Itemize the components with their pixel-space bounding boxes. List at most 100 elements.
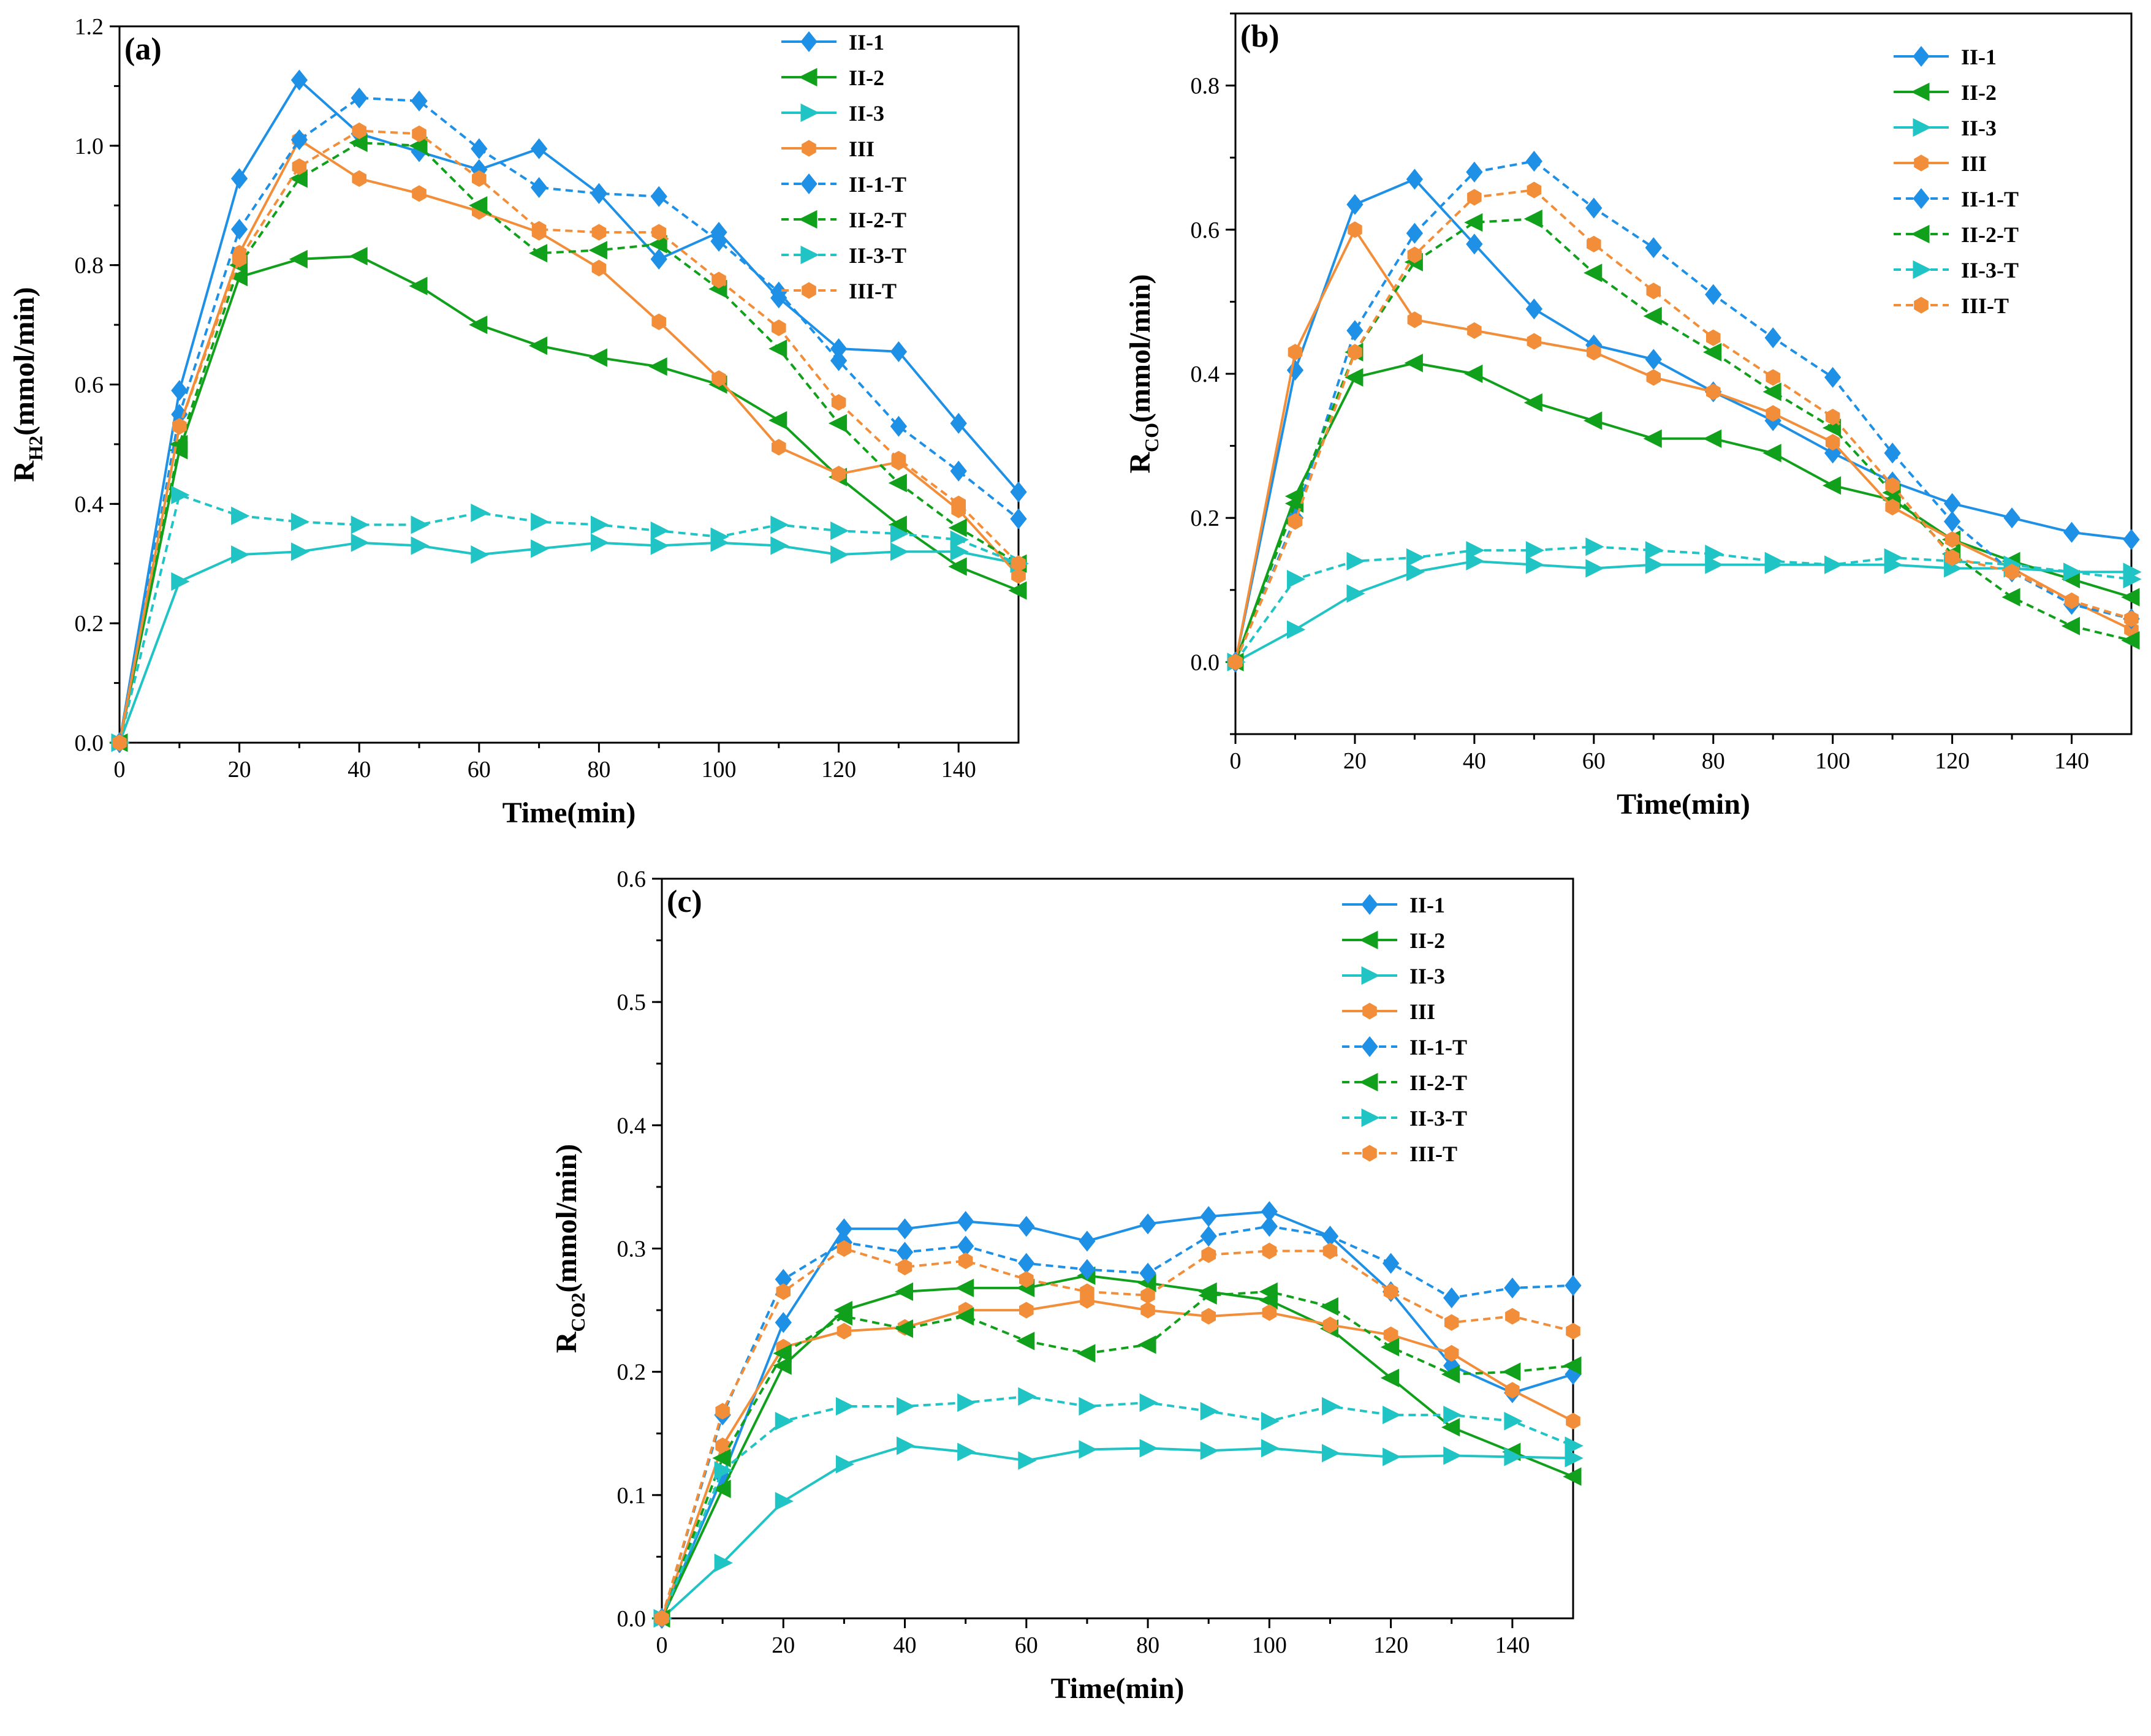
- data-point: [1466, 233, 1483, 255]
- series-line: [118, 96, 1020, 743]
- data-point: [948, 557, 967, 576]
- data-point: [2123, 570, 2142, 589]
- legend-label: II-2: [1961, 80, 1997, 105]
- data-point: [1348, 344, 1362, 361]
- y-tick-label: 0.4: [75, 491, 104, 517]
- data-point: [1262, 1242, 1277, 1260]
- data-point: [1585, 197, 1603, 219]
- x-tick-label: 60: [468, 757, 491, 783]
- data-point: [1523, 210, 1542, 229]
- legend-item-ii-1-t: II-1-T: [1894, 187, 2019, 211]
- data-point: [412, 125, 427, 142]
- series-line: [1234, 218, 2132, 663]
- data-point: [1703, 343, 1722, 362]
- data-point: [171, 380, 188, 401]
- legend: II-1 II-2 II-3 III II-1-T II-2-T II-3-T III-T: [781, 30, 906, 303]
- data-point: [1406, 169, 1424, 190]
- x-tick-label: 80: [1136, 1632, 1159, 1658]
- y-tick-label: 0.2: [617, 1360, 647, 1385]
- data-point: [1404, 354, 1423, 373]
- data-point: [2121, 588, 2140, 607]
- data-point: [890, 542, 909, 561]
- data-point: [1079, 1230, 1096, 1252]
- data-point: [775, 1412, 794, 1431]
- legend-item-ii-2: II-2: [781, 66, 884, 90]
- panels: 0 20 40 60 80 100 120 140 0.0 0.2 0.4 0.6 0.8 1.0 1.2 T…: [8, 12, 2142, 1705]
- data-point: [292, 158, 307, 175]
- y-tick-label: 0.2: [1191, 506, 1220, 531]
- data-point: [1885, 499, 1900, 516]
- data-point: [1504, 1447, 1523, 1466]
- data-point: [2005, 563, 2019, 580]
- y-tick-label: 0.6: [617, 866, 647, 892]
- data-point: [958, 1253, 973, 1270]
- data-point: [169, 434, 188, 454]
- data-point: [831, 394, 846, 411]
- legend-label: II-3-T: [1409, 1106, 1467, 1131]
- data-point: [411, 90, 428, 112]
- legend-marker: [802, 140, 816, 157]
- legend-label: II-3: [1961, 116, 1997, 140]
- data-point: [1286, 620, 1306, 639]
- data-point: [1703, 429, 1722, 448]
- data-point: [770, 536, 789, 555]
- legend-item-ii-2-t: II-2-T: [1894, 222, 2019, 247]
- data-point: [232, 251, 247, 268]
- legend-label: III-T: [849, 279, 897, 303]
- data-point: [1383, 1283, 1398, 1300]
- data-point: [2003, 507, 2020, 529]
- data-point: [1443, 1405, 1462, 1425]
- data-point: [654, 1610, 669, 1627]
- data-point: [1380, 1368, 1400, 1387]
- data-point: [1319, 1297, 1338, 1316]
- data-point: [411, 536, 430, 555]
- data-point: [775, 1312, 792, 1333]
- data-point: [1259, 1282, 1278, 1302]
- y-tick-label: 0.4: [617, 1113, 647, 1139]
- legend-label: II-2: [1409, 928, 1445, 953]
- data-point: [1018, 1451, 1037, 1470]
- data-point: [1464, 213, 1483, 232]
- data-point: [830, 521, 849, 540]
- series-line: [661, 1225, 1574, 1619]
- data-point: [957, 1393, 976, 1412]
- data-point: [1346, 320, 1364, 341]
- x-tick-label: 0: [656, 1632, 668, 1658]
- data-point: [469, 196, 488, 215]
- data-point: [1944, 549, 1960, 566]
- x-axis-title: Time(min): [1617, 788, 1750, 821]
- data-point: [2061, 616, 2081, 635]
- data-point: [897, 1436, 916, 1455]
- data-point: [1706, 329, 1721, 346]
- series-line: [1234, 545, 2132, 663]
- data-point: [888, 474, 907, 493]
- legend-item-ii-2-t: II-2-T: [781, 208, 906, 232]
- y-tick-label: 0.2: [75, 611, 104, 637]
- legend-marker: [802, 282, 816, 299]
- data-point: [1565, 1436, 1584, 1455]
- data-point: [1441, 1365, 1460, 1384]
- data-point: [1825, 434, 1840, 451]
- data-point: [1200, 1226, 1217, 1247]
- data-point: [1261, 1216, 1278, 1237]
- data-point: [1406, 563, 1425, 582]
- data-point: [1406, 548, 1425, 567]
- legend-item-ii-1-t: II-1-T: [781, 172, 906, 197]
- y-tick-label: 0.0: [617, 1606, 647, 1632]
- data-point: [1080, 1283, 1094, 1300]
- legend-label: II-2: [849, 66, 884, 90]
- x-tick-label: 140: [1495, 1632, 1530, 1658]
- y-axis-title: RH2(mmol/min): [8, 287, 47, 482]
- data-point: [710, 230, 727, 252]
- series-line: [118, 493, 1019, 743]
- series-ii-3: [111, 533, 1029, 752]
- data-point: [830, 545, 849, 564]
- y-tick-label: 0.0: [1191, 650, 1220, 675]
- data-point: [650, 521, 669, 540]
- legend-label: II-1-T: [1409, 1035, 1467, 1059]
- panel-label: (c): [667, 884, 702, 919]
- data-point: [648, 357, 667, 376]
- data-point: [1380, 1338, 1400, 1357]
- legend-item-iii-t: III-T: [1342, 1142, 1457, 1166]
- legend-item-iii-t: III-T: [1894, 294, 2009, 318]
